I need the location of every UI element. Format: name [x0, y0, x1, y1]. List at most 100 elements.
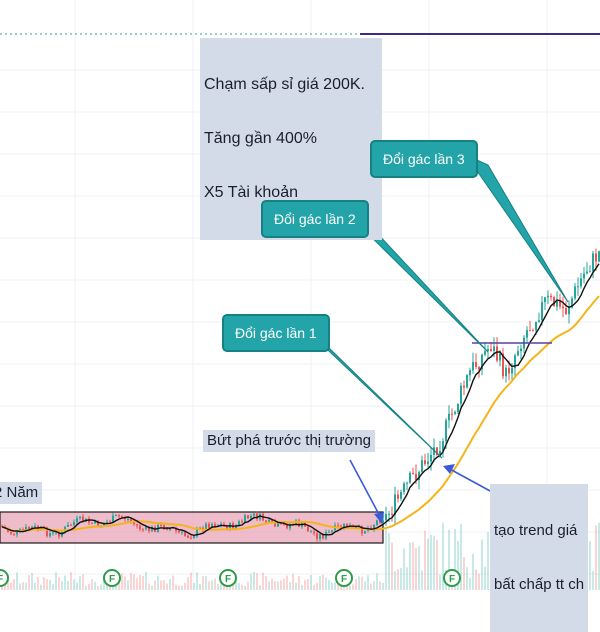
volume-bar — [208, 581, 210, 590]
candle-body — [415, 473, 417, 481]
volume-bar — [241, 584, 243, 590]
volume-bar — [256, 573, 258, 590]
short-moving-average — [1, 263, 600, 537]
candle-body — [511, 368, 513, 374]
candle-body — [148, 526, 150, 532]
candle-body — [145, 526, 147, 530]
event-marker-label: F — [0, 574, 3, 585]
candle-body — [430, 454, 432, 462]
volume-bar — [97, 585, 99, 590]
volume-bar — [373, 581, 375, 590]
candle-body — [394, 494, 396, 515]
volume-bar — [82, 574, 84, 590]
volume-bar — [322, 574, 324, 590]
candle-body — [403, 483, 405, 493]
volume-bar — [151, 585, 153, 590]
candle-body — [316, 533, 318, 539]
candle-body — [268, 519, 270, 523]
candle-body — [424, 460, 426, 465]
volume-bar — [412, 541, 414, 590]
volume-bar — [307, 579, 309, 590]
volume-bar — [292, 573, 294, 590]
volume-bar — [154, 580, 156, 590]
candle-body — [163, 525, 165, 530]
volume-bar — [376, 573, 378, 590]
candle-body — [127, 518, 129, 520]
candle-body — [469, 370, 471, 376]
candle-body — [595, 253, 597, 262]
volume-bar — [484, 566, 486, 590]
candle-body — [451, 413, 453, 415]
volume-bar — [214, 578, 216, 590]
candle-body — [280, 523, 282, 525]
candle-body — [97, 520, 99, 527]
volume-bar — [265, 576, 267, 590]
candle-body — [289, 523, 291, 529]
volume-bar — [43, 576, 45, 590]
candle-body — [493, 346, 495, 351]
candle-body — [481, 354, 483, 370]
volume-bar — [238, 582, 240, 590]
trend-arrow — [447, 467, 493, 493]
candle-body — [550, 295, 552, 298]
volume-bar — [73, 579, 75, 590]
candle-body — [256, 513, 258, 520]
volume-bar — [382, 583, 384, 590]
candle-body — [454, 411, 456, 414]
volume-bar — [37, 576, 39, 590]
volume-bar — [592, 571, 594, 590]
candle-body — [133, 521, 135, 525]
candle-body — [505, 367, 507, 377]
candle-body — [388, 513, 390, 515]
event-marker-label: F — [449, 574, 455, 585]
candle-body — [274, 521, 276, 527]
volume-bar — [415, 547, 417, 590]
candle-body — [184, 531, 186, 536]
volume-bar — [157, 575, 159, 590]
candle-body — [448, 413, 450, 421]
candle-body — [412, 472, 414, 474]
volume-bar — [325, 577, 327, 590]
candle-body — [490, 348, 492, 351]
volume-bar — [469, 577, 471, 590]
volume-bar — [70, 572, 72, 590]
candle-body — [517, 351, 519, 356]
trend-note-line-2: bất chấp tt ch — [494, 576, 585, 593]
candle-body — [277, 523, 279, 527]
volume-bar — [163, 580, 165, 590]
candle-body — [406, 482, 408, 484]
candle-body — [322, 534, 324, 539]
candle-body — [52, 532, 54, 534]
volume-bar — [19, 583, 21, 590]
candle-body — [391, 513, 393, 515]
candle-body — [379, 520, 381, 523]
volume-bar — [100, 584, 102, 590]
event-marker-icon — [219, 569, 237, 587]
event-marker-icon — [0, 569, 9, 587]
candle-body — [271, 519, 273, 522]
candle-body — [181, 531, 183, 533]
candle-body — [508, 367, 510, 374]
candle-body — [427, 461, 429, 465]
candle-body — [241, 521, 243, 523]
event-marker-icon — [335, 569, 353, 587]
candle-body — [283, 523, 285, 525]
target-note-line-1: Chạm sấp sỉ giá 200K. — [204, 76, 365, 93]
trend-arrowhead — [443, 464, 455, 474]
volume-bar — [313, 584, 315, 590]
volume-bar — [481, 539, 483, 590]
candle-body — [373, 524, 375, 530]
candle-body — [55, 532, 57, 534]
volume-bar — [178, 585, 180, 590]
trend-note-line-1: tạo trend giá — [494, 522, 578, 539]
candle-body — [544, 297, 546, 303]
candle-body — [565, 308, 567, 315]
volume-bar — [25, 582, 27, 590]
volume-bar — [61, 580, 63, 590]
candle-body — [529, 330, 531, 332]
volume-bar — [262, 572, 264, 590]
volume-bar — [136, 578, 138, 590]
volume-bar — [316, 582, 318, 590]
volume-bar — [370, 583, 372, 590]
candle-body — [13, 533, 15, 535]
